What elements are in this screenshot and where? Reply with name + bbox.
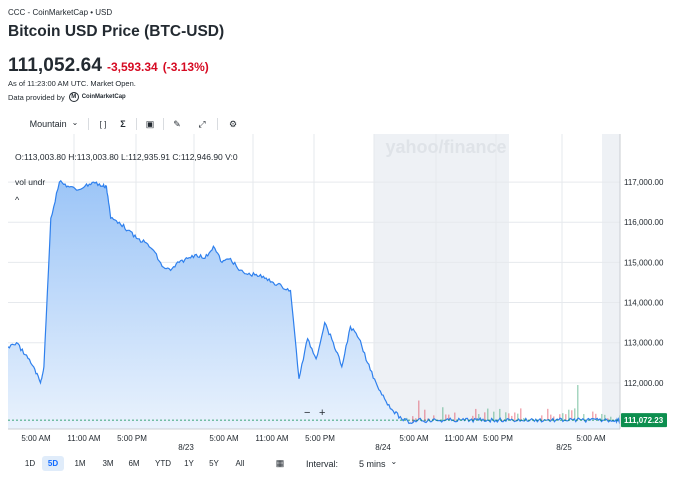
x-tick-label: 11:00 AM [67, 434, 101, 443]
range-all-button[interactable]: All [235, 459, 245, 468]
calendar-icon[interactable]: ▦ [275, 458, 285, 468]
x-tick-label: 5:00 AM [21, 434, 51, 443]
y-axis: 117,000.00 116,000.00 115,000.00 114,000.00… [619, 134, 664, 429]
page-title: Bitcoin USD Price (BTC-USD) [8, 23, 225, 40]
range-3m-button[interactable]: 3M [102, 459, 114, 468]
toolbar-divider [217, 118, 218, 130]
x-date-label: 8/24 [375, 443, 391, 450]
volume-indicator-label[interactable]: vol undr [15, 177, 46, 187]
provided-by-label: Data provided by [8, 92, 65, 102]
price-line [8, 179, 621, 425]
interval-value: 5 mins [359, 458, 386, 469]
volume-bar [514, 412, 516, 429]
price-change-percent: (-3.13%) [162, 60, 209, 74]
x-tick-label: 11:00 AM [444, 434, 478, 443]
x-tick-label: 5:00 PM [305, 434, 335, 443]
y-tick-label: 116,000.00 [624, 218, 664, 227]
x-tick-label: 5:00 PM [117, 434, 147, 443]
volume-bar [577, 385, 579, 429]
range-5d-button[interactable]: 5D [42, 456, 64, 471]
gear-icon[interactable]: ⚙ [228, 118, 238, 129]
chevron-down-icon: ⌄ [390, 457, 398, 466]
volume-bar [547, 408, 549, 429]
zoom-controls: − + [304, 407, 325, 419]
price-area-fill [8, 180, 620, 429]
shaded-region [602, 134, 620, 429]
volume-bar [487, 408, 489, 429]
price-chart[interactable]: yahoo/finance 117,000.00 116,000.00 115,00… [8, 134, 672, 450]
data-provider: Data provided by M CoinMarketCap [8, 92, 126, 102]
interval-label: Interval: [306, 458, 339, 469]
indicators-icon[interactable]: Σ [120, 119, 126, 129]
provider-name[interactable]: CoinMarketCap [81, 94, 126, 100]
zoom-in-icon[interactable]: + [319, 407, 325, 419]
volume-bar [454, 412, 456, 429]
x-date-label: 8/25 [556, 443, 572, 450]
range-5y-button[interactable]: 5Y [209, 459, 219, 468]
x-date-label: 8/23 [178, 443, 194, 450]
y-tick-label: 114,000.00 [624, 299, 664, 308]
volume-bar [520, 408, 522, 429]
last-price-tag: 111,072.23 [621, 413, 667, 428]
yahoo-finance-watermark: yahoo/finance [385, 137, 506, 157]
range-ytd-button[interactable]: YTD [155, 459, 171, 468]
y-tick-label: 112,000.00 [624, 379, 664, 388]
volume-bar [442, 407, 444, 429]
x-axis: 5:00 AM 11:00 AM 5:00 PM 5:00 AM 11:00 AM 5:0… [8, 428, 620, 450]
breadcrumb: CCC - CoinMarketCap • USD [8, 8, 113, 17]
x-tick-label: 11:00 AM [255, 434, 289, 443]
y-tick-label: 113,000.00 [624, 339, 664, 348]
range-1y-button[interactable]: 1Y [184, 459, 194, 468]
toolbar-divider [136, 118, 137, 130]
coinmarketcap-logo-icon: M [68, 92, 79, 102]
market-hours-shading [374, 134, 620, 429]
current-price: 111,052.64 [8, 55, 102, 76]
price-change: -3,593.34 [107, 60, 158, 74]
range-1m-button[interactable]: 1M [74, 459, 86, 468]
range-1d-button[interactable]: 1D [24, 459, 36, 468]
chart-toolbar: Mountain ⌄ [ ] Σ ▣ ✎ ⤢ ⚙ [0, 114, 680, 134]
chart-type-dropdown[interactable]: Mountain ⌄ [26, 116, 82, 132]
last-price-label: 111,072.23 [624, 416, 664, 425]
toolbar-divider [163, 118, 164, 130]
y-tick-label: 117,000.00 [624, 178, 664, 187]
draw-pencil-icon[interactable]: ✎ [173, 118, 181, 129]
collapse-icon[interactable]: ^ [15, 195, 20, 205]
x-tick-label: 5:00 AM [209, 434, 239, 443]
interval-dropdown[interactable]: 5 mins ⌄ [359, 456, 397, 471]
x-tick-label: 5:00 PM [483, 434, 513, 443]
market-status: As of 11:23:00 AM UTC. Market Open. [8, 79, 136, 88]
chart-type-label: Mountain [29, 119, 67, 129]
ohlc-readout: O:113,003.80 H:113,003.80 L:112,935.91 C… [15, 152, 238, 162]
shaded-region [374, 134, 509, 429]
quote-price-row: 111,052.64 -3,593.34 (-3.13%) [8, 55, 209, 77]
x-tick-label: 5:00 AM [576, 434, 606, 443]
chevron-down-icon: ⌄ [71, 117, 79, 127]
expand-icon[interactable]: ⤢ [198, 118, 206, 129]
zoom-out-icon[interactable]: − [304, 407, 310, 419]
toolbar-divider [88, 118, 89, 130]
x-tick-label: 5:00 AM [399, 434, 429, 443]
y-tick-label: 115,000.00 [624, 258, 664, 267]
range-6m-button[interactable]: 6M [128, 459, 140, 468]
events-calendar-icon[interactable]: ▣ [145, 118, 155, 129]
volume-bar [418, 400, 420, 429]
range-selector: 1D 5D 1M 3M 6M YTD 1Y 5Y All ▦ Interval: 5 mins … [0, 453, 680, 473]
date-range-icon[interactable]: [ ] [99, 119, 107, 129]
volume-bar [424, 409, 426, 429]
chart-svg[interactable]: yahoo/finance 117,000.00 116,000.00 115,00… [8, 134, 672, 450]
